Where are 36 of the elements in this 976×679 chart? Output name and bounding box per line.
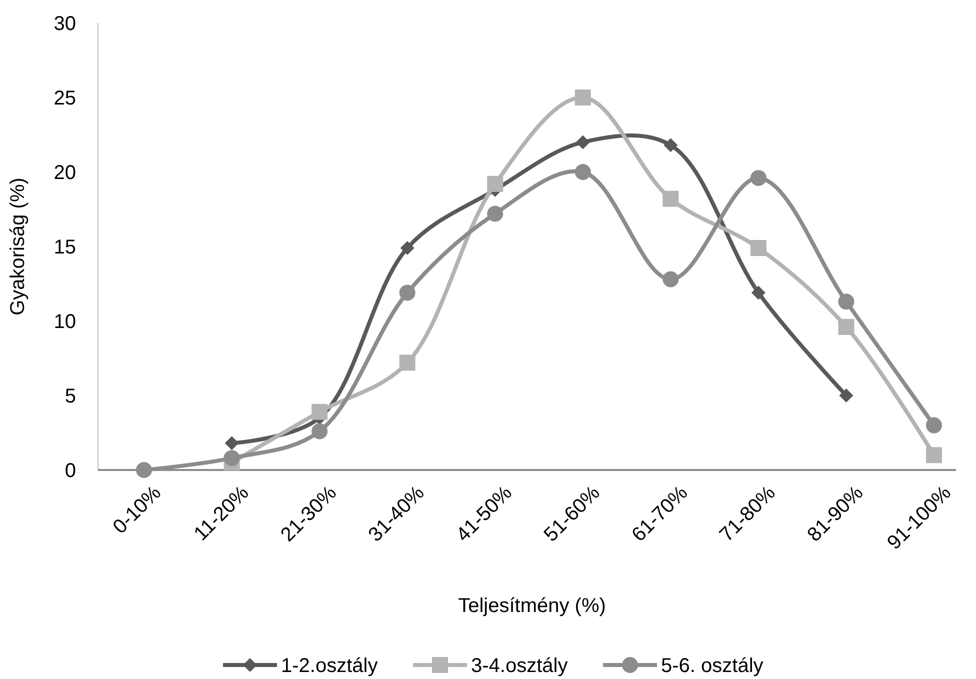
point	[487, 206, 504, 222]
point	[662, 271, 679, 288]
legend-label: 3-4.osztály	[471, 655, 568, 677]
point	[751, 286, 766, 300]
point	[839, 388, 854, 402]
point	[838, 294, 854, 310]
point	[487, 176, 504, 192]
point	[750, 170, 766, 186]
point	[750, 240, 766, 256]
point	[312, 404, 328, 420]
point	[662, 190, 679, 207]
x-axis-title: Teljesítmény (%)	[458, 595, 606, 617]
point	[312, 423, 328, 440]
point	[926, 447, 942, 464]
point	[136, 462, 152, 478]
y-tick-label: 10	[54, 311, 76, 333]
legend-label: 1-2.osztály	[281, 655, 378, 677]
y-axis-title: Gyakoriság (%)	[7, 178, 29, 316]
y-tick-label: 25	[54, 88, 76, 110]
y-tick-label: 5	[64, 386, 76, 408]
point	[399, 284, 416, 301]
point	[224, 436, 239, 450]
y-tick-label: 15	[54, 236, 76, 258]
point	[926, 417, 942, 434]
point	[224, 450, 240, 466]
y-tick-label: 20	[54, 162, 76, 184]
y-tick-label: 30	[54, 13, 76, 35]
legend-label: 5-6. osztály	[661, 655, 764, 677]
point	[664, 138, 678, 152]
point	[576, 135, 590, 150]
point	[838, 318, 854, 335]
point	[399, 354, 416, 371]
point	[400, 240, 414, 255]
point	[574, 164, 591, 180]
y-tick-label: 0	[64, 460, 76, 482]
point	[574, 90, 591, 106]
